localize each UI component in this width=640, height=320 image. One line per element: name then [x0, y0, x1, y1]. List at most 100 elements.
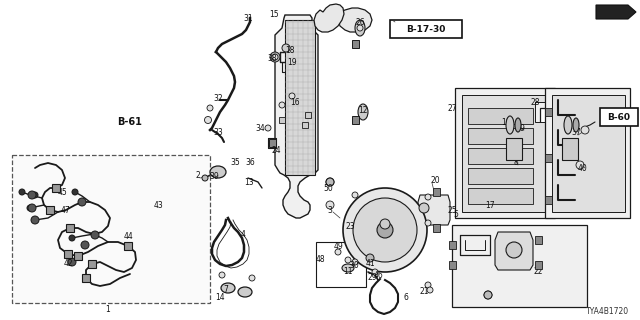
Text: 43: 43: [153, 201, 163, 210]
Text: 40: 40: [577, 164, 587, 172]
Bar: [12, 155, 210, 303]
Text: 8: 8: [514, 157, 518, 166]
Text: 48: 48: [315, 255, 325, 265]
Text: 46: 46: [373, 271, 383, 281]
Polygon shape: [418, 195, 450, 225]
Bar: [545, 108, 552, 116]
Bar: [535, 261, 542, 269]
Circle shape: [343, 188, 427, 272]
Circle shape: [326, 178, 334, 186]
Text: 45: 45: [57, 188, 67, 196]
Text: 1: 1: [106, 306, 110, 315]
Text: 41: 41: [365, 260, 375, 268]
Ellipse shape: [564, 116, 572, 134]
Bar: [433, 224, 440, 232]
Bar: [562, 138, 578, 160]
Text: 37: 37: [571, 127, 581, 137]
Ellipse shape: [506, 116, 514, 134]
Bar: [64, 250, 72, 258]
Circle shape: [32, 217, 38, 223]
Circle shape: [72, 189, 78, 195]
Bar: [82, 274, 90, 282]
Circle shape: [377, 222, 393, 238]
Circle shape: [202, 175, 208, 181]
Circle shape: [272, 54, 278, 60]
Bar: [433, 188, 440, 196]
Text: B-17-30: B-17-30: [406, 25, 445, 34]
Circle shape: [576, 161, 584, 169]
Circle shape: [78, 198, 86, 206]
Text: 6: 6: [404, 293, 408, 302]
Text: 49: 49: [333, 242, 343, 251]
Circle shape: [581, 126, 589, 134]
Bar: [269, 139, 276, 147]
Text: 16: 16: [290, 98, 300, 107]
Text: 7: 7: [223, 285, 228, 294]
Bar: [449, 261, 456, 269]
Polygon shape: [495, 232, 533, 270]
Text: 5: 5: [454, 210, 458, 219]
Bar: [352, 40, 359, 48]
Circle shape: [91, 231, 99, 239]
Circle shape: [353, 198, 417, 262]
Circle shape: [270, 52, 280, 62]
Text: 14: 14: [215, 293, 225, 302]
Circle shape: [484, 291, 492, 299]
Polygon shape: [596, 5, 636, 19]
Circle shape: [326, 201, 334, 209]
Bar: [316, 242, 366, 287]
Ellipse shape: [358, 104, 368, 120]
Text: 50: 50: [323, 183, 333, 193]
Bar: [468, 188, 533, 204]
Text: 23: 23: [345, 221, 355, 230]
Circle shape: [326, 178, 334, 186]
Bar: [468, 168, 533, 184]
Circle shape: [31, 216, 39, 224]
Text: 12: 12: [358, 106, 368, 115]
Circle shape: [289, 93, 295, 99]
Text: 10: 10: [501, 117, 511, 126]
Text: 27: 27: [447, 103, 457, 113]
Polygon shape: [275, 15, 318, 218]
Circle shape: [484, 291, 492, 299]
Circle shape: [69, 235, 75, 241]
Bar: [452, 225, 587, 307]
Text: FR.: FR.: [596, 7, 616, 17]
Text: 3: 3: [328, 205, 332, 214]
Ellipse shape: [221, 283, 235, 293]
Bar: [302, 122, 308, 128]
Text: 30: 30: [349, 260, 359, 269]
Circle shape: [205, 116, 211, 124]
Text: B-61: B-61: [118, 117, 143, 127]
Bar: [285, 20, 315, 175]
Circle shape: [427, 287, 433, 293]
Ellipse shape: [355, 20, 365, 36]
Bar: [46, 206, 54, 214]
Text: 4: 4: [241, 229, 245, 238]
Circle shape: [357, 25, 363, 31]
Bar: [66, 224, 74, 232]
Circle shape: [419, 203, 429, 213]
Text: 47: 47: [60, 205, 70, 214]
Circle shape: [425, 194, 431, 200]
Circle shape: [366, 254, 374, 262]
Circle shape: [282, 44, 290, 52]
Circle shape: [516, 123, 520, 127]
Text: 21: 21: [419, 287, 429, 297]
Bar: [545, 196, 552, 204]
Circle shape: [249, 275, 255, 281]
Text: 13: 13: [244, 178, 254, 187]
Text: 19: 19: [287, 58, 297, 67]
Text: 29: 29: [367, 274, 377, 283]
Text: 20: 20: [430, 175, 440, 185]
Bar: [390, 20, 462, 38]
Circle shape: [81, 241, 89, 249]
Text: 33: 33: [213, 127, 223, 137]
Bar: [352, 116, 359, 124]
Bar: [305, 112, 311, 118]
Polygon shape: [552, 95, 625, 212]
Circle shape: [28, 204, 36, 212]
Text: 42: 42: [63, 260, 73, 268]
Bar: [468, 108, 533, 124]
Text: TYA4B1720: TYA4B1720: [586, 308, 630, 316]
